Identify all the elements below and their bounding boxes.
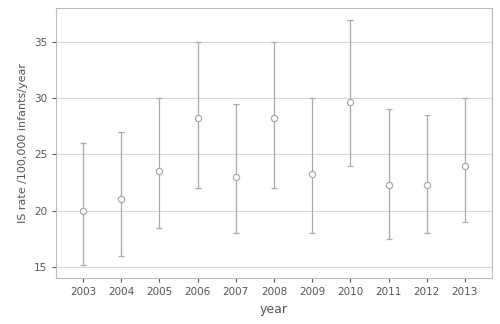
- X-axis label: year: year: [260, 303, 288, 316]
- Y-axis label: IS rate /100,000 infants/year: IS rate /100,000 infants/year: [18, 63, 28, 223]
